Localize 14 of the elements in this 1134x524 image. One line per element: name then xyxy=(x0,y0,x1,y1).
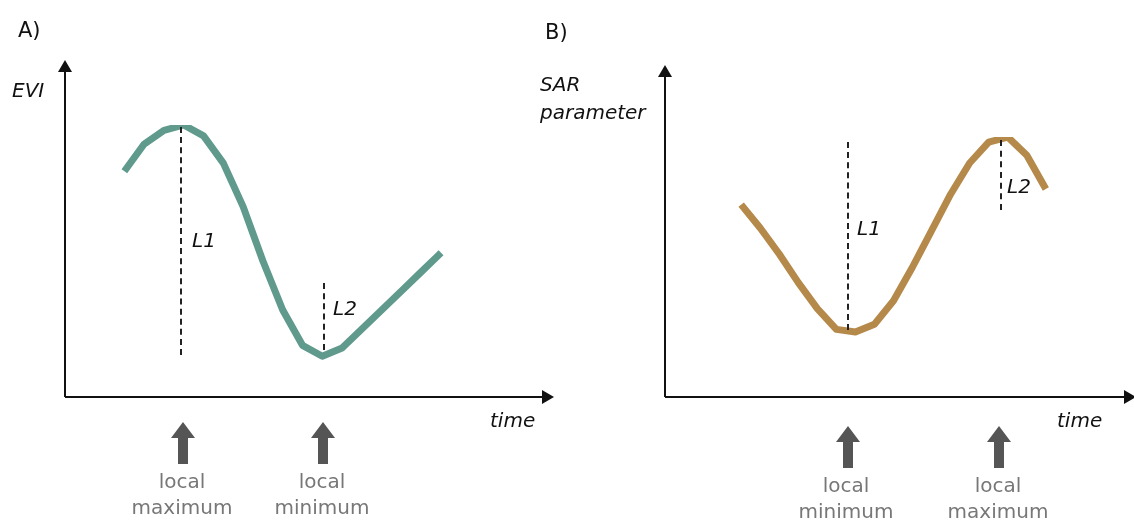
x-axis-title: time xyxy=(1057,408,1103,432)
text: local minimum xyxy=(797,472,895,524)
y-axis-title: SAR parameter xyxy=(540,71,648,126)
x-axis-title: time xyxy=(490,408,536,432)
annotation: L2 xyxy=(1007,174,1031,198)
annotation: L2 xyxy=(333,296,357,320)
text: local maximum xyxy=(946,472,1050,524)
y-axis-title: EVI xyxy=(12,78,45,102)
text: local minimum xyxy=(273,468,371,520)
annotation: L1 xyxy=(857,216,881,240)
chart-title: B) xyxy=(545,20,568,44)
text: local maximum xyxy=(130,468,234,520)
chart-title: A) xyxy=(18,18,41,42)
annotation: L1 xyxy=(192,228,216,252)
